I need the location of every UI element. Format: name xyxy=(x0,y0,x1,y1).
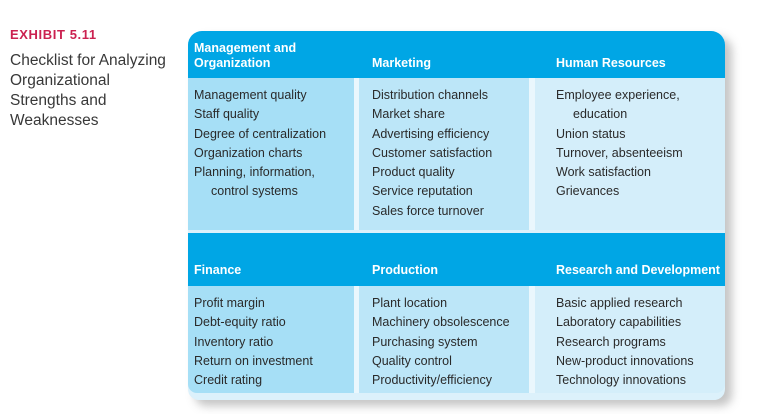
list-item: Inventory ratio xyxy=(194,334,274,349)
card-bottom-band xyxy=(188,393,725,400)
section-header-band: Management and Organization Marketing Huma… xyxy=(188,31,725,78)
list-item: Quality control xyxy=(372,353,452,368)
exhibit-caption: EXHIBIT 5.11 Checklist for Analyzing Org… xyxy=(10,27,172,132)
list-item: Product quality xyxy=(372,165,455,180)
column-header: Production xyxy=(372,263,438,278)
section-header-band: Finance Production Research and Developmen… xyxy=(188,233,725,286)
list-item: Laboratory capabilities xyxy=(556,315,682,330)
list-item: Sales force turnover xyxy=(372,203,484,218)
exhibit-title: Checklist for Analyzing Organizational S… xyxy=(10,52,166,130)
list-item: Technology innovations xyxy=(556,373,686,388)
list-item: Union status xyxy=(556,126,626,141)
list-item: New-product innovations xyxy=(556,353,694,368)
list-item: Degree of centralization xyxy=(194,126,327,141)
column-gutter xyxy=(529,78,535,230)
list-item: Debt-equity ratio xyxy=(194,315,286,330)
list-item: Staff quality xyxy=(194,107,260,122)
column-panel: Basic applied research Laboratory capabil… xyxy=(535,286,725,393)
list-item: Basic applied research xyxy=(556,296,683,310)
list-item: Organization charts xyxy=(194,145,303,160)
list-item: Grievances xyxy=(556,184,620,199)
list-item: Planning, information, control systems xyxy=(194,165,315,199)
section-body-row: Management quality Staff quality Degree of… xyxy=(188,78,725,230)
column-panel: Management quality Staff quality Degree of… xyxy=(188,78,354,230)
column-gutter xyxy=(529,286,535,393)
section-spacer xyxy=(188,230,725,233)
column-panel: Employee experience, education Union stat… xyxy=(535,78,725,230)
list-item: Management quality xyxy=(194,88,307,102)
column-header: Research and Development xyxy=(556,263,720,278)
section-body-row: Profit margin Debt-equity ratio Inventory … xyxy=(188,286,725,393)
list-item: Return on investment xyxy=(194,353,313,368)
table-section: Finance Production Research and Developmen… xyxy=(188,233,725,393)
column-header: Marketing xyxy=(372,56,432,71)
list-item: Customer satisfaction xyxy=(372,145,493,160)
list-item: Market share xyxy=(372,107,445,122)
checklist-table: Management and Organization Marketing Huma… xyxy=(188,31,725,400)
column-header: Human Resources xyxy=(556,56,666,71)
list-item: Employee experience, education xyxy=(556,88,680,122)
list-item: Service reputation xyxy=(372,184,473,199)
table-section: Management and Organization Marketing Huma… xyxy=(188,31,725,230)
column-header: Finance xyxy=(194,263,242,278)
exhibit-label: EXHIBIT 5.11 xyxy=(10,27,97,42)
list-item: Work satisfaction xyxy=(556,165,651,180)
list-item: Profit margin xyxy=(194,296,265,310)
list-item: Advertising efficiency xyxy=(372,126,490,141)
list-item: Plant location xyxy=(372,296,448,310)
list-item: Productivity/efficiency xyxy=(372,373,492,388)
list-item: Credit rating xyxy=(194,373,263,388)
list-item: Machinery obsolescence xyxy=(372,315,510,330)
list-item: Purchasing system xyxy=(372,334,478,349)
column-panel: Profit margin Debt-equity ratio Inventory … xyxy=(188,286,354,393)
column-header: Management and Organization xyxy=(194,40,297,71)
list-item: Research programs xyxy=(556,334,666,349)
column-gutter xyxy=(354,78,359,230)
list-item: Turnover, absenteeism xyxy=(556,145,683,160)
list-item: Distribution channels xyxy=(372,88,489,102)
column-gutter xyxy=(354,286,359,393)
column-panel: Distribution channels Market share Adverti… xyxy=(359,78,529,230)
column-panel: Plant location Machinery obsolescence Purc… xyxy=(359,286,529,393)
